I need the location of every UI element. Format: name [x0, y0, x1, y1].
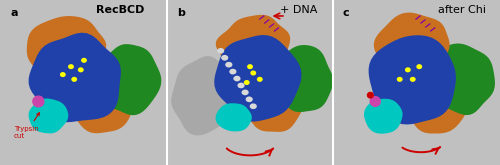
Polygon shape: [274, 45, 333, 112]
Polygon shape: [72, 77, 77, 82]
Polygon shape: [370, 96, 381, 107]
Polygon shape: [217, 48, 224, 54]
Text: Trypsin
cut: Trypsin cut: [14, 113, 40, 139]
Polygon shape: [98, 44, 162, 115]
Polygon shape: [374, 13, 450, 71]
Polygon shape: [28, 99, 68, 133]
Polygon shape: [246, 97, 253, 102]
Polygon shape: [81, 58, 87, 63]
Polygon shape: [368, 35, 456, 125]
Text: RecBCD: RecBCD: [96, 5, 144, 15]
Polygon shape: [433, 44, 495, 115]
Polygon shape: [416, 64, 422, 69]
Polygon shape: [172, 56, 236, 135]
Polygon shape: [410, 77, 416, 82]
Polygon shape: [397, 77, 402, 82]
Polygon shape: [405, 67, 411, 72]
Text: after Chi: after Chi: [438, 5, 486, 15]
Polygon shape: [60, 72, 66, 77]
Polygon shape: [246, 68, 304, 132]
Polygon shape: [216, 15, 290, 71]
Text: + DNA: + DNA: [280, 5, 318, 15]
Polygon shape: [364, 99, 403, 134]
Polygon shape: [250, 70, 256, 76]
Polygon shape: [404, 69, 468, 133]
Polygon shape: [214, 35, 302, 122]
Polygon shape: [32, 96, 44, 107]
Polygon shape: [225, 62, 232, 67]
Polygon shape: [68, 64, 74, 69]
Polygon shape: [238, 83, 244, 88]
Polygon shape: [242, 90, 248, 95]
Polygon shape: [250, 103, 257, 109]
Polygon shape: [27, 16, 106, 80]
Polygon shape: [230, 69, 236, 74]
Polygon shape: [234, 76, 240, 81]
Text: c: c: [342, 8, 349, 18]
Polygon shape: [70, 64, 136, 133]
Text: b: b: [176, 8, 184, 18]
Polygon shape: [78, 67, 84, 72]
Polygon shape: [247, 64, 253, 69]
Polygon shape: [221, 55, 228, 61]
Text: a: a: [10, 8, 18, 18]
Polygon shape: [257, 77, 262, 82]
Polygon shape: [216, 103, 252, 132]
Polygon shape: [367, 92, 374, 99]
Polygon shape: [28, 33, 121, 122]
Polygon shape: [244, 80, 250, 85]
